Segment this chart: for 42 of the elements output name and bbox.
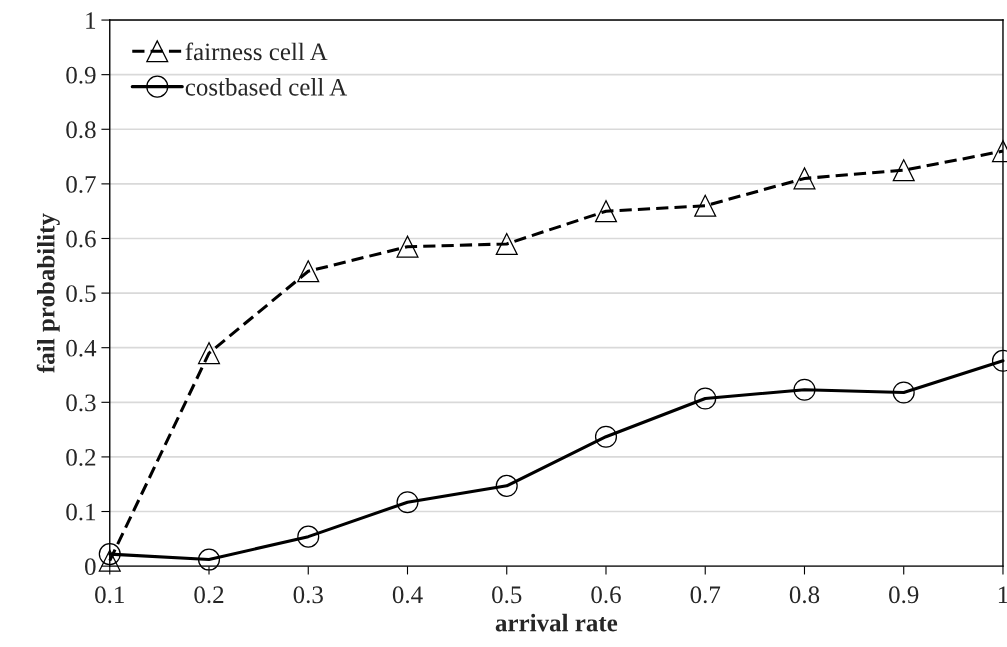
point bbox=[98, 543, 121, 566]
point bbox=[892, 381, 915, 404]
y-tick-label: 0.8 bbox=[66, 121, 96, 139]
y-tick-label: 0.1 bbox=[66, 503, 96, 521]
point bbox=[297, 525, 320, 548]
point bbox=[396, 235, 419, 258]
x-tick-label: 0.7 bbox=[690, 586, 721, 604]
y-axis-title: fail probability bbox=[36, 213, 60, 373]
point bbox=[495, 474, 518, 497]
legend-label: costbased cell A bbox=[185, 78, 348, 96]
point bbox=[694, 387, 717, 410]
x-axis-title: arrival rate bbox=[495, 613, 618, 632]
y-tick-label: 0.2 bbox=[66, 448, 96, 466]
x-tick-label: 0.6 bbox=[591, 586, 621, 604]
x-tick-label: 0.9 bbox=[889, 586, 919, 604]
point bbox=[793, 378, 816, 401]
x-tick-label: 0.3 bbox=[293, 586, 323, 604]
y-tick-label: 0.3 bbox=[66, 394, 96, 412]
y-tick-label: 0.7 bbox=[66, 175, 96, 193]
x-tick-label: 0.4 bbox=[392, 586, 423, 604]
x-tick-label: 1 bbox=[998, 586, 1007, 603]
x-tick-label: 0.2 bbox=[194, 586, 224, 604]
y-tick-label: 0.9 bbox=[66, 66, 96, 84]
legend-label: fairness cell A bbox=[185, 42, 328, 61]
point bbox=[793, 167, 816, 190]
point bbox=[297, 260, 320, 283]
point bbox=[98, 549, 121, 572]
point bbox=[197, 342, 221, 365]
x-tick-label: 0.5 bbox=[492, 586, 522, 604]
point bbox=[594, 200, 618, 223]
y-tick-label: 0.6 bbox=[66, 230, 96, 248]
point bbox=[694, 194, 717, 217]
y-tick-label: 0 bbox=[85, 558, 96, 576]
point bbox=[892, 159, 915, 182]
point bbox=[495, 232, 518, 255]
point bbox=[396, 491, 419, 514]
y-tick-label: 0.5 bbox=[66, 285, 96, 303]
point bbox=[594, 425, 618, 448]
y-tick-label: 0.4 bbox=[66, 339, 97, 357]
y-tick-label: 1 bbox=[86, 12, 96, 29]
x-tick-label: 0.8 bbox=[789, 586, 820, 604]
point bbox=[197, 548, 221, 571]
